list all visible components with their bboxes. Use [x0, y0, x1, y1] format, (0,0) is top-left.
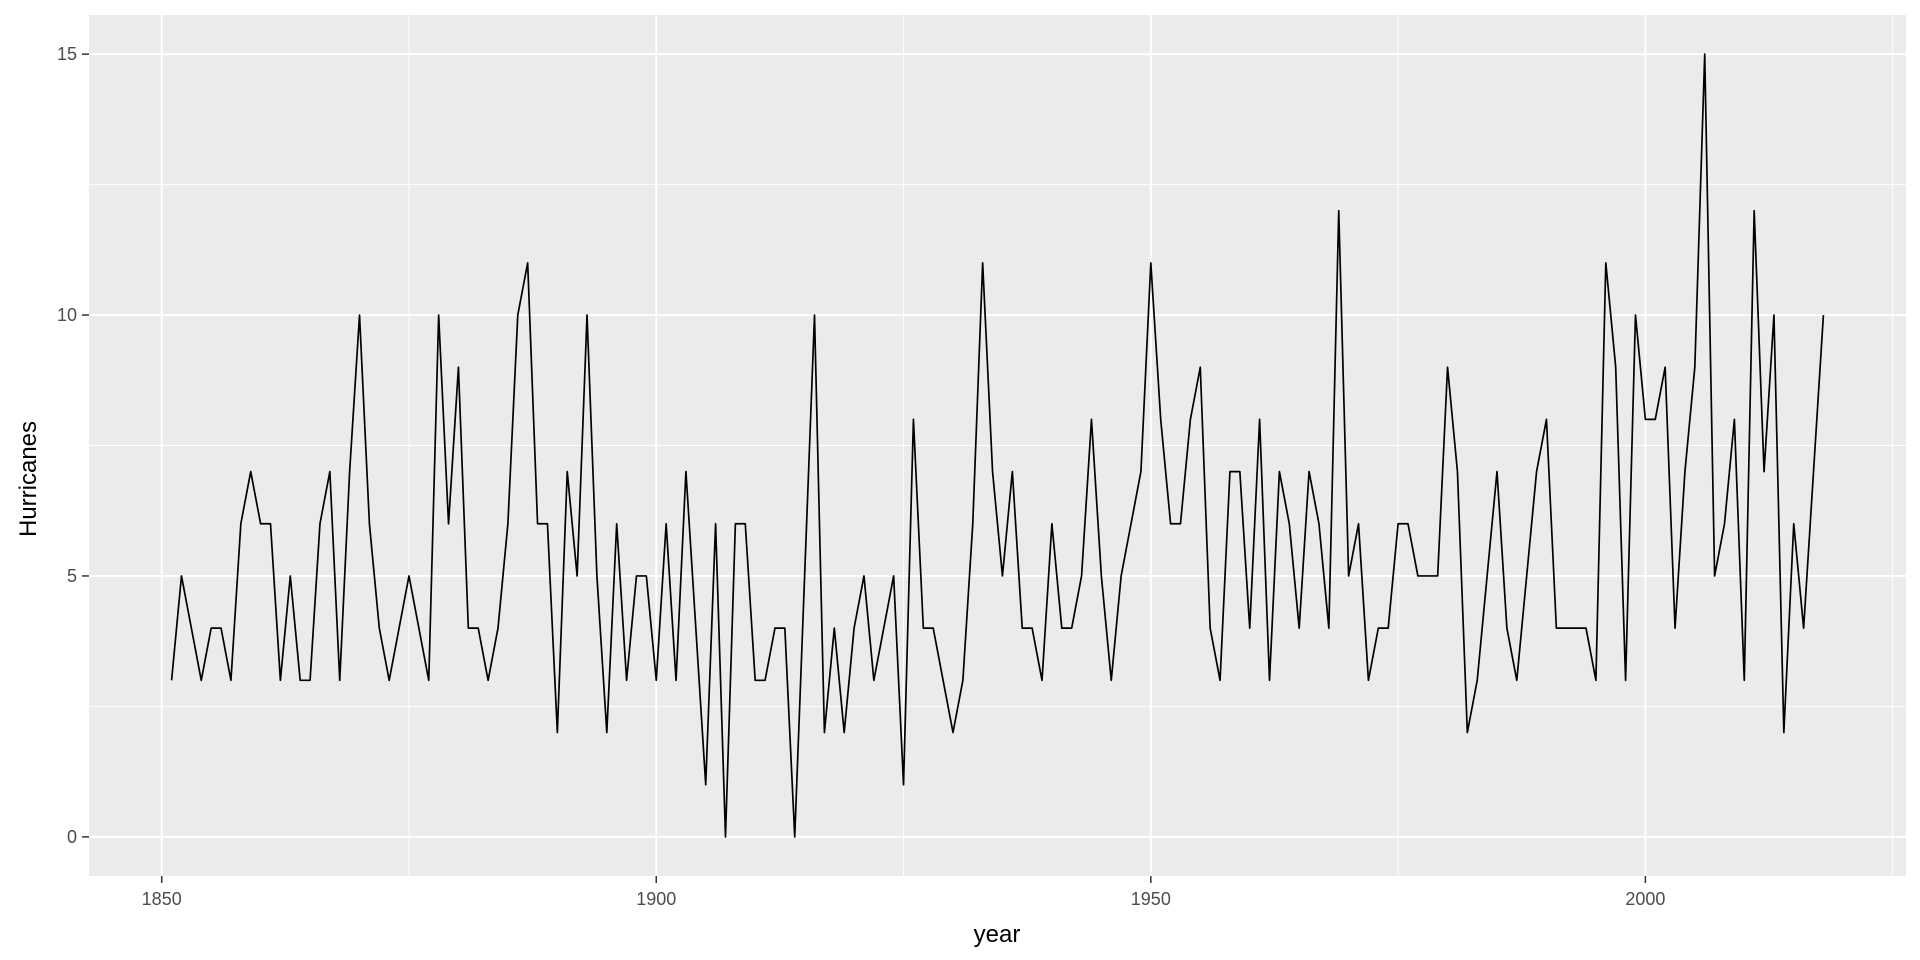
y-axis: 0 5 10 15: [57, 44, 89, 847]
x-tick-label: 2000: [1625, 889, 1665, 909]
major-gridlines: [89, 15, 1906, 876]
y-tick-label: 5: [67, 566, 77, 586]
y-tick-label: 15: [57, 44, 77, 64]
minor-gridlines: [89, 15, 1906, 876]
x-axis-title: year: [974, 921, 1021, 948]
x-tick-label: 1950: [1131, 889, 1171, 909]
y-axis-title: Hurricanes: [15, 421, 42, 537]
x-tick-label: 1850: [142, 889, 182, 909]
y-tick-label: 10: [57, 305, 77, 325]
x-axis: 1850 1900 1950 2000: [142, 876, 1665, 909]
hurricanes-line: [170, 53, 1825, 838]
y-tick-label: 0: [67, 827, 77, 847]
x-tick-label: 1900: [636, 889, 676, 909]
